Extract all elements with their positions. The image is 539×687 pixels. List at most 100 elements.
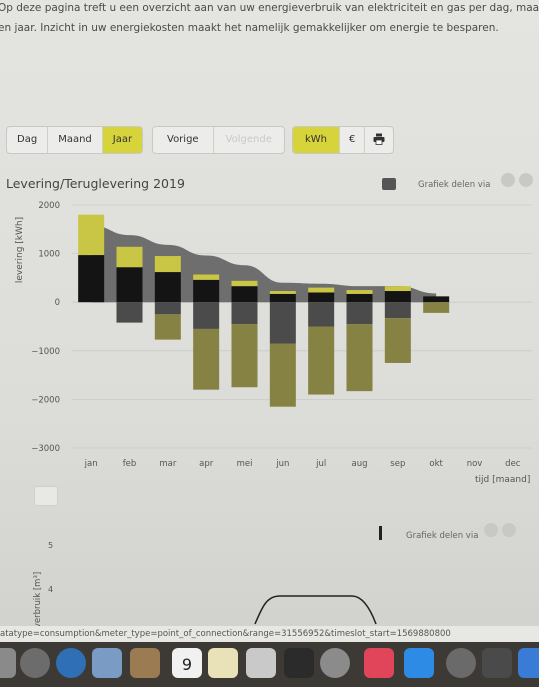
y-tick-label: −1000 (31, 347, 60, 357)
share-icons-2 (484, 523, 516, 537)
bar-gray-mei[interactable] (231, 302, 258, 325)
bar-olive-sep[interactable] (384, 318, 411, 363)
music-icon[interactable] (364, 648, 394, 678)
print-button[interactable] (365, 127, 393, 153)
bar-gray-feb[interactable] (116, 302, 143, 323)
chart-menu-icon[interactable] (34, 486, 58, 506)
x-tick-label: mar (159, 459, 176, 469)
bar-dark-feb[interactable] (116, 267, 143, 303)
period-day-button[interactable]: Dag (7, 127, 49, 153)
app-store-icon[interactable] (404, 648, 434, 678)
bar-gray-apr[interactable] (193, 302, 220, 329)
system-preferences-icon[interactable] (446, 648, 476, 678)
x-tick-label: nov (467, 459, 483, 469)
bar-olive-aug[interactable] (346, 324, 373, 392)
photos-app-icon[interactable] (92, 648, 122, 678)
share-chart-label-2: Grafiek delen via (406, 531, 479, 541)
share-icons (501, 173, 533, 187)
period-year-button[interactable]: Jaar (102, 127, 143, 153)
bar-gray-jul[interactable] (308, 302, 335, 327)
bar-yellow-sep[interactable] (384, 286, 411, 292)
facebook-share-icon-2[interactable] (484, 523, 498, 537)
period-month-button[interactable]: Maand (48, 127, 103, 153)
mac-dock: 9 (0, 642, 539, 687)
gas-ytick-4: 4 (48, 585, 53, 594)
x-tick-label: feb (123, 459, 137, 469)
bar-dark-jun[interactable] (269, 293, 296, 303)
share-chart-label: Grafiek delen via (418, 180, 491, 190)
bar-yellow-jan[interactable] (78, 214, 105, 256)
y-tick-label: 1000 (38, 250, 60, 260)
y-tick-label: −2000 (31, 395, 60, 405)
bar-gray-mar[interactable] (154, 302, 181, 315)
bar-olive-mei[interactable] (231, 324, 258, 388)
bar-gray-jun[interactable] (269, 302, 296, 344)
gas-y-axis-label: verbruik [m³] (33, 572, 43, 626)
utilities-icon[interactable] (284, 648, 314, 678)
bar-dark-okt[interactable] (423, 296, 450, 303)
unit-euro-button[interactable]: € (340, 127, 366, 153)
printer-icon (373, 133, 385, 145)
intro-line-2: en jaar. Inzicht in uw energiekosten maa… (0, 22, 499, 34)
stickies-icon[interactable] (208, 648, 238, 678)
bar-olive-jun[interactable] (269, 343, 296, 407)
period-group: Dag Maand Jaar (6, 126, 144, 154)
bar-olive-apr[interactable] (193, 328, 220, 390)
bar-yellow-jun[interactable] (269, 291, 296, 294)
twitter-share-icon[interactable] (519, 173, 533, 187)
notes-app-icon[interactable] (130, 648, 160, 678)
reminders-icon[interactable] (246, 648, 276, 678)
x-tick-label: aug (352, 459, 368, 469)
consumption-area (91, 225, 437, 303)
download-chart-icon[interactable] (382, 178, 396, 190)
unit-kwh-button[interactable]: kWh (293, 127, 341, 153)
launchpad-icon[interactable] (20, 648, 50, 678)
bar-dark-jan[interactable] (78, 255, 105, 303)
bar-yellow-feb[interactable] (116, 246, 143, 268)
safari-icon[interactable] (56, 648, 86, 678)
facebook-share-icon[interactable] (501, 173, 515, 187)
bar-yellow-apr[interactable] (193, 274, 220, 280)
navigation-group: Vorige Volgende (152, 126, 285, 154)
x-tick-label: mei (237, 459, 253, 469)
bar-dark-mar[interactable] (154, 272, 181, 303)
bar-dark-jul[interactable] (308, 292, 335, 303)
dock-app-icon[interactable] (482, 648, 512, 678)
bar-dark-aug[interactable] (346, 293, 373, 303)
bar-gray-sep[interactable] (384, 302, 411, 319)
bar-olive-jul[interactable] (308, 326, 335, 395)
y-tick-label: −3000 (31, 444, 60, 454)
y-tick-label: 0 (55, 298, 60, 308)
previous-button[interactable]: Vorige (153, 127, 214, 153)
bar-dark-apr[interactable] (193, 279, 220, 303)
x-tick-label: apr (199, 459, 214, 469)
bar-olive-okt[interactable] (423, 302, 450, 313)
bar-olive-mar[interactable] (154, 314, 181, 340)
unit-group: kWh € (292, 126, 395, 154)
chart-title: Levering/Teruglevering 2019 (6, 176, 185, 191)
bar-yellow-aug[interactable] (346, 290, 373, 294)
bar-yellow-jul[interactable] (308, 287, 335, 293)
bar-yellow-mei[interactable] (231, 280, 258, 287)
x-tick-label: jan (84, 459, 98, 469)
y-tick-label: 2000 (38, 201, 60, 211)
x-tick-label: jun (275, 459, 289, 469)
bar-dark-sep[interactable] (384, 291, 411, 303)
gas-ytick-5: 5 (48, 541, 53, 550)
gas-consumption-line (254, 595, 377, 625)
bar-yellow-mar[interactable] (154, 256, 181, 273)
x-tick-label: dec (505, 459, 521, 469)
bar-gray-aug[interactable] (346, 302, 373, 325)
calendar-icon[interactable]: 9 (172, 648, 202, 678)
photo-booth-icon[interactable] (320, 648, 350, 678)
x-tick-label: jul (315, 459, 326, 469)
intro-line-1: Op deze pagina treft u een overzicht aan… (0, 2, 539, 14)
twitter-share-icon-2[interactable] (502, 523, 516, 537)
next-button[interactable]: Volgende (225, 134, 272, 145)
x-tick-label: sep (390, 459, 405, 469)
dock-app-icon-2[interactable] (518, 648, 539, 678)
bar-dark-mei[interactable] (231, 286, 258, 303)
finder-icon[interactable] (0, 648, 16, 678)
gas-chart: verbruik [m³] 5 4 (33, 541, 377, 626)
